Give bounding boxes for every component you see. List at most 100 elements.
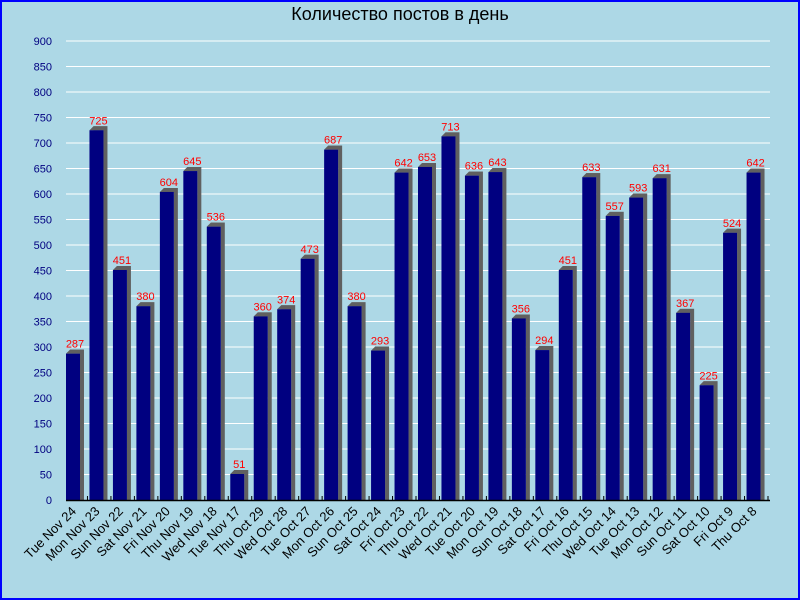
bar-top xyxy=(464,171,483,176)
bar xyxy=(371,350,386,500)
bar xyxy=(324,149,339,500)
data-label: 367 xyxy=(676,298,694,310)
bar-shadow xyxy=(163,187,178,500)
bar xyxy=(605,215,620,500)
data-label: 374 xyxy=(277,294,295,306)
bar-shadow xyxy=(281,305,296,500)
bar-top xyxy=(112,265,131,270)
y-tick-label: 300 xyxy=(34,342,52,354)
bar-top xyxy=(253,312,272,317)
bar-shadow xyxy=(351,302,366,500)
data-label: 645 xyxy=(183,156,201,168)
data-label: 51 xyxy=(233,459,245,471)
bar xyxy=(582,177,597,501)
bar xyxy=(89,130,104,500)
bar xyxy=(112,269,127,500)
bar-shadow xyxy=(727,228,742,500)
bar-shadow xyxy=(609,211,624,500)
bar xyxy=(723,232,738,500)
bar-top xyxy=(89,126,108,131)
bar-top xyxy=(511,314,530,319)
data-label: 636 xyxy=(465,161,483,173)
data-label: 356 xyxy=(512,303,530,315)
data-label: 451 xyxy=(113,255,131,267)
data-label: 294 xyxy=(535,335,553,347)
bar-top xyxy=(300,254,319,259)
bar xyxy=(394,172,409,500)
bar-shadow xyxy=(304,254,319,500)
bar-top xyxy=(723,228,742,233)
bar-top xyxy=(66,349,84,354)
data-label: 287 xyxy=(66,339,84,351)
bar-shadow xyxy=(633,193,648,500)
bar-top xyxy=(488,168,507,173)
bar-shadow xyxy=(539,346,554,500)
y-tick-label: 50 xyxy=(40,470,52,482)
data-label: 604 xyxy=(160,177,178,189)
data-label: 360 xyxy=(254,301,272,313)
y-tick-label: 850 xyxy=(34,62,52,74)
y-tick-label: 100 xyxy=(34,444,52,456)
bar-top xyxy=(441,132,460,137)
bar-shadow xyxy=(750,168,765,500)
data-label: 524 xyxy=(723,218,741,230)
data-label: 642 xyxy=(746,158,764,170)
bar-top xyxy=(277,305,296,310)
y-tick-label: 200 xyxy=(34,393,52,405)
bar xyxy=(206,226,221,500)
bar-top xyxy=(324,145,343,150)
bar-top xyxy=(183,167,202,172)
bar-shadow xyxy=(656,174,671,500)
bar xyxy=(676,312,691,500)
bar-shadow xyxy=(140,302,155,500)
bar-shadow xyxy=(422,162,436,500)
y-tick-label: 350 xyxy=(34,317,52,329)
data-label: 293 xyxy=(371,336,389,348)
y-tick-label: 800 xyxy=(34,87,52,99)
bar-shadow xyxy=(257,312,272,500)
bar xyxy=(300,258,315,500)
bar-shadow xyxy=(445,132,460,500)
bar-top xyxy=(652,174,671,179)
bar-shadow xyxy=(187,167,202,501)
bar-top xyxy=(136,302,155,307)
bar-shadow xyxy=(328,145,343,500)
bar-shadow xyxy=(116,265,131,500)
bar xyxy=(464,175,479,500)
bar-shadow xyxy=(703,381,718,500)
y-tick-label: 0 xyxy=(46,495,52,507)
data-label: 380 xyxy=(347,291,365,303)
data-label: 633 xyxy=(582,162,600,174)
bar xyxy=(488,172,503,500)
bar xyxy=(535,350,550,500)
bar-shadow xyxy=(70,349,84,500)
bar xyxy=(159,191,174,500)
bar-shadow xyxy=(680,308,695,500)
data-label: 631 xyxy=(652,163,670,175)
data-label: 653 xyxy=(418,152,436,164)
bar-top xyxy=(699,381,718,386)
y-tick-label: 500 xyxy=(34,240,52,252)
data-label: 593 xyxy=(629,183,647,195)
y-tick-label: 600 xyxy=(34,189,52,201)
bar xyxy=(66,353,80,500)
bar-shadow xyxy=(210,222,225,500)
data-label: 473 xyxy=(300,244,318,256)
bar xyxy=(699,385,714,500)
bar-shadow xyxy=(468,171,483,500)
data-label: 380 xyxy=(136,291,154,303)
bar-shadow xyxy=(93,126,108,500)
bar-shadow xyxy=(515,314,530,500)
bar-top xyxy=(347,302,366,307)
bar-shadow xyxy=(234,469,249,500)
y-tick-label: 700 xyxy=(34,138,52,150)
bar-top xyxy=(206,222,225,227)
y-tick-label: 450 xyxy=(34,266,52,278)
chart-title: Количество постов в день xyxy=(291,4,508,24)
data-label: 687 xyxy=(324,135,342,147)
bar-top xyxy=(394,168,413,173)
bar xyxy=(746,172,761,500)
y-tick-label: 750 xyxy=(34,113,52,125)
